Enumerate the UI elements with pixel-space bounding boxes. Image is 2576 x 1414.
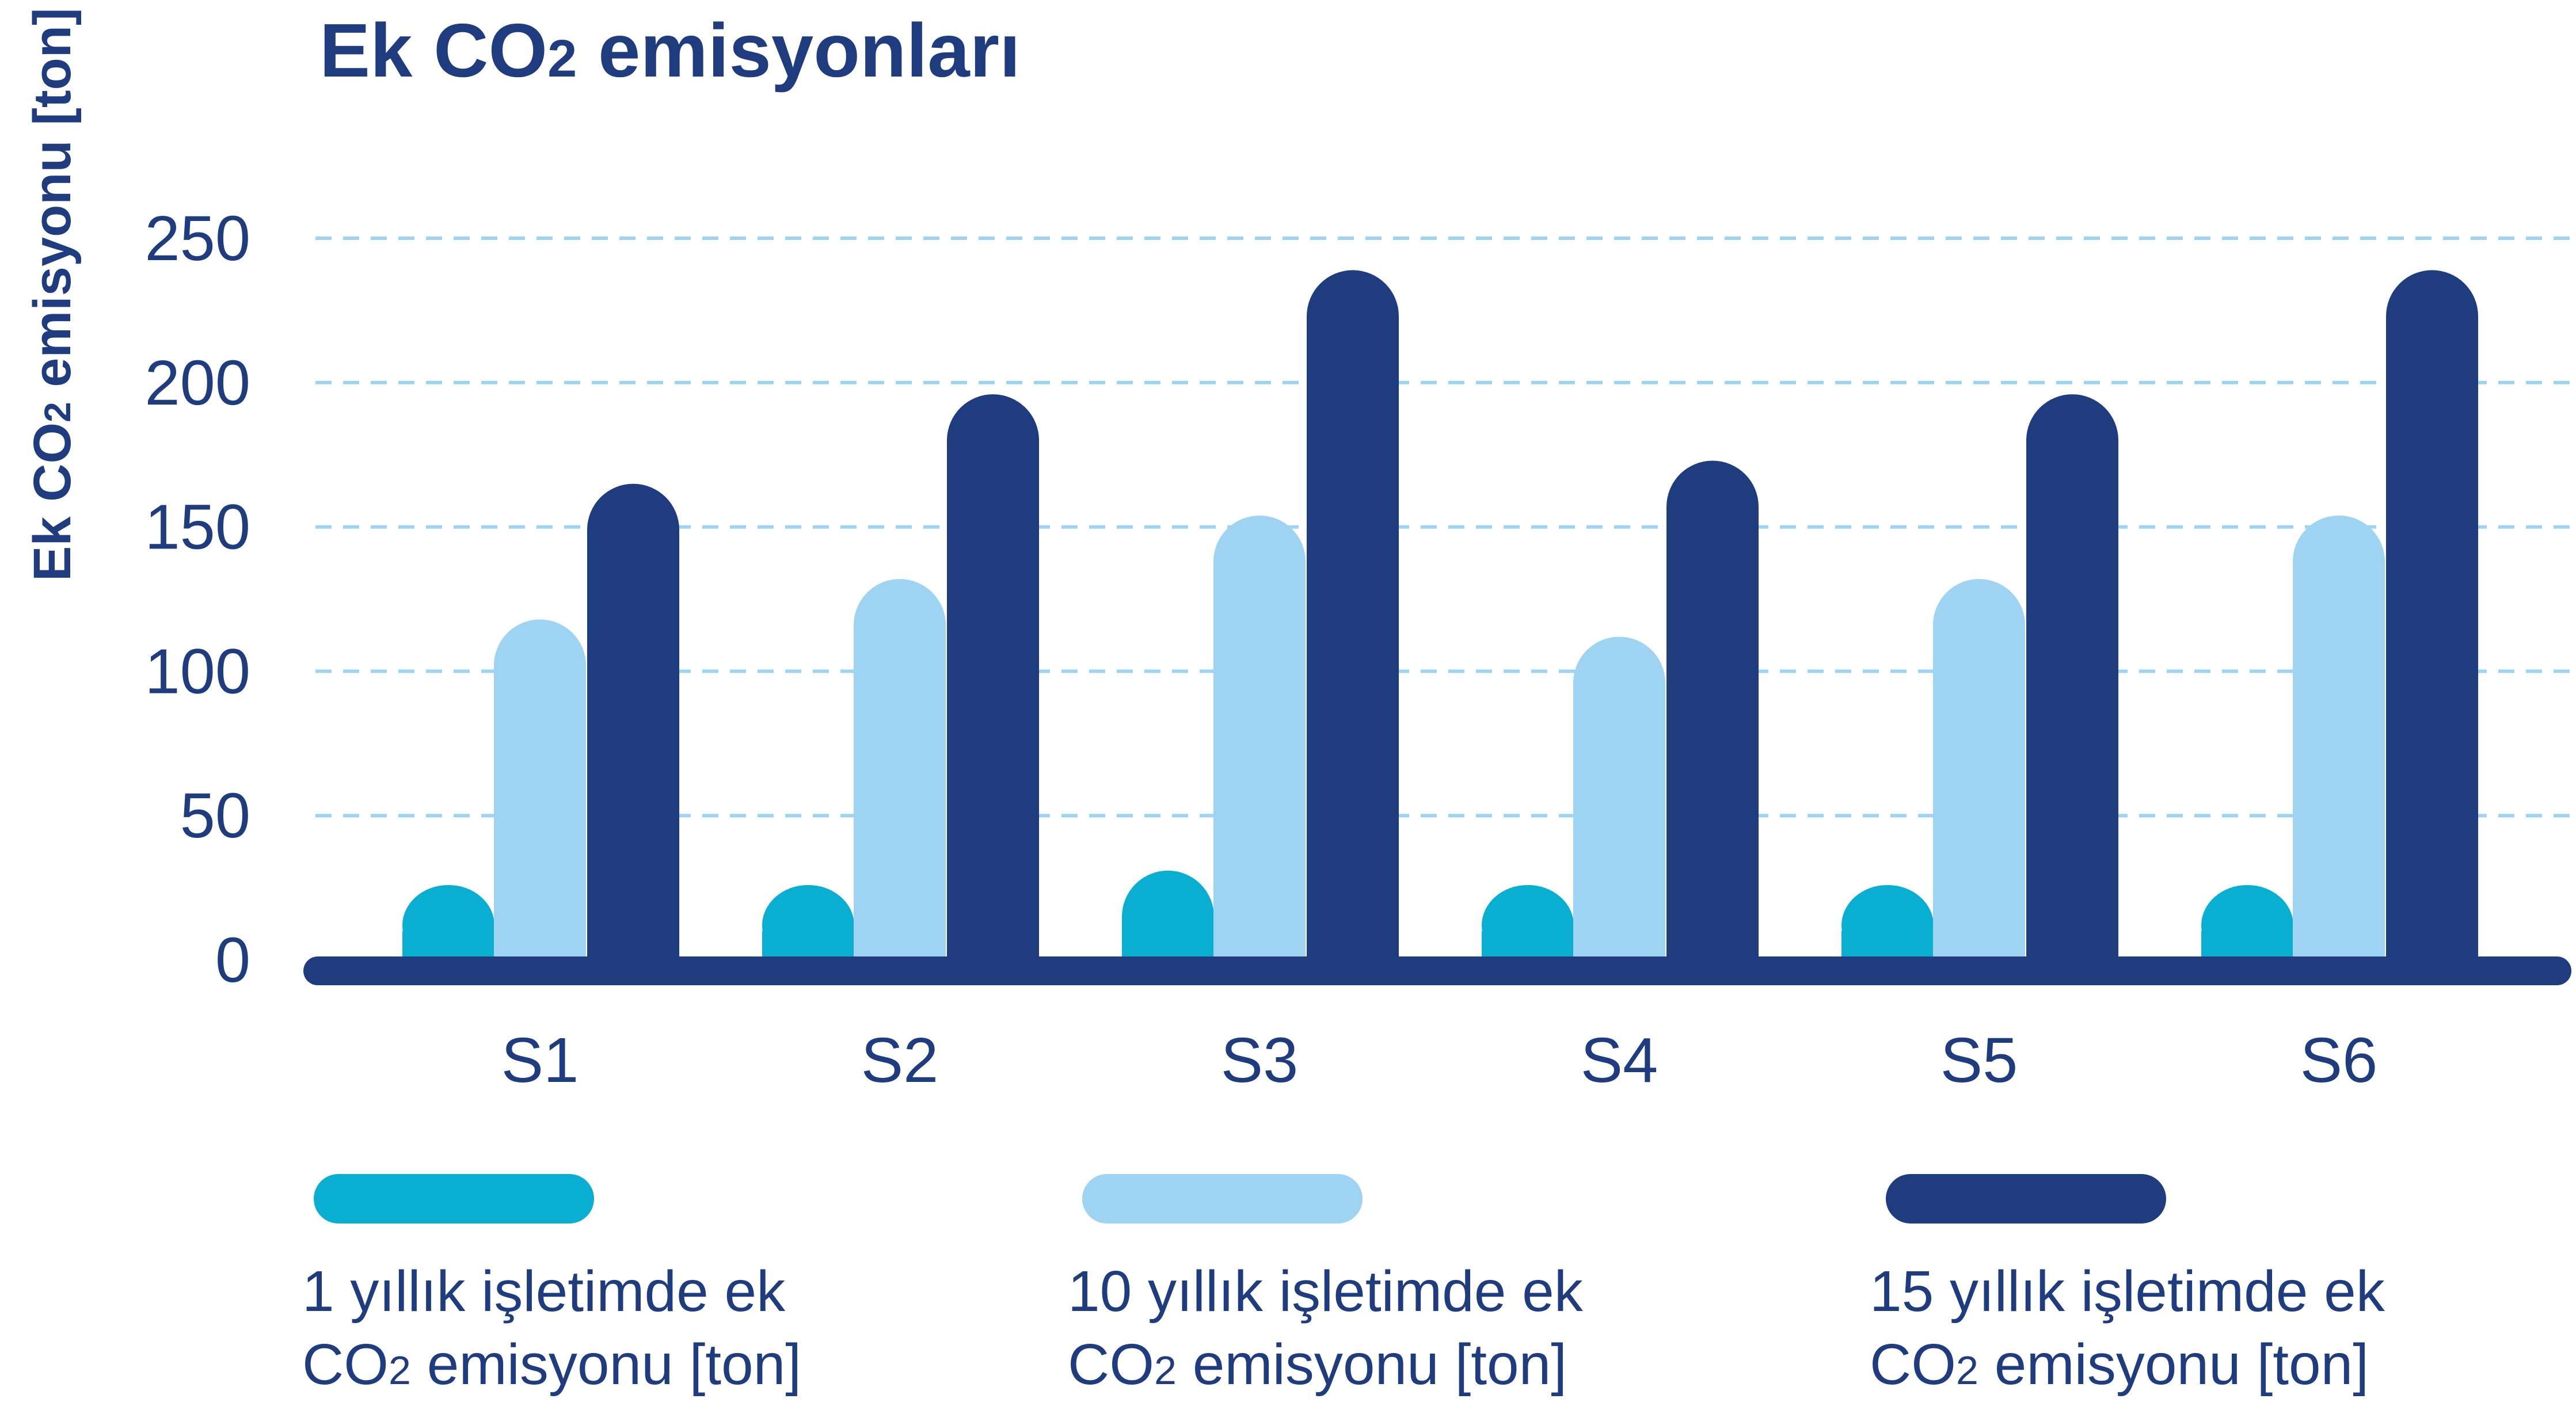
bar-S6-series-3 xyxy=(2386,270,2478,966)
y-tick-label-0: 0 xyxy=(215,925,250,996)
x-tick-label-S3: S3 xyxy=(1221,1025,1299,1096)
legend: 1 yıllık işletimde ek CO2 emisyonu [ton]… xyxy=(302,1174,2385,1397)
bar-S1-series-2 xyxy=(494,619,586,966)
legend-3-co: CO xyxy=(1870,1332,1956,1397)
legend-label-1-line2: CO2 emisyonu [ton] xyxy=(302,1332,801,1397)
legend-label-1-line1: 1 yıllık işletimde ek xyxy=(302,1259,786,1324)
legend-2-co: CO xyxy=(1068,1332,1154,1397)
bar-base-S2-series-3 xyxy=(947,902,1039,966)
legend-swatch-1 xyxy=(314,1174,594,1224)
bar-base-S2-series-2 xyxy=(854,902,946,966)
legend-2-tail: emisyonu [ton] xyxy=(1177,1332,1567,1397)
x-tick-label-S2: S2 xyxy=(861,1025,939,1096)
x-tick-label-S4: S4 xyxy=(1581,1025,1658,1096)
bar-base-S1-series-3 xyxy=(587,902,679,966)
bar-base-S3-series-2 xyxy=(1213,902,1306,966)
x-tick-labels: S1 S2 S3 S4 S5 S6 xyxy=(501,1025,2378,1096)
y-axis-label-tail: emisyonu [ton] xyxy=(23,7,82,402)
y-axis-label-main: Ek CO xyxy=(23,422,82,581)
bar-S6-series-2 xyxy=(2293,515,2385,966)
bar-base-S4-series-3 xyxy=(1666,902,1759,966)
bar-base-S1-series-2 xyxy=(494,902,586,966)
bar-base-S4-series-2 xyxy=(1573,902,1665,966)
x-tick-label-S5: S5 xyxy=(1940,1025,2018,1096)
legend-2-sub: 2 xyxy=(1154,1348,1177,1393)
chart-title: Ek CO2 emisyonları xyxy=(319,8,1021,93)
grid-lines xyxy=(315,237,2570,818)
y-axis-label-sub: 2 xyxy=(37,402,78,422)
y-tick-labels: 0 50 100 150 200 250 xyxy=(144,203,250,996)
x-tick-label-S1: S1 xyxy=(501,1025,579,1096)
legend-label-3-line1: 15 yıllık işletimde ek xyxy=(1870,1259,2385,1324)
x-axis-line xyxy=(303,956,2571,985)
legend-1-tail: emisyonu [ton] xyxy=(411,1332,801,1397)
bar-S2-series-2 xyxy=(854,579,946,966)
bar-base-S5-series-2 xyxy=(1933,902,2025,966)
bar-base-S5-series-3 xyxy=(2026,902,2118,966)
legend-3-sub: 2 xyxy=(1956,1348,1978,1393)
bar-S1-series-3 xyxy=(587,483,679,966)
legend-3-tail: emisyonu [ton] xyxy=(1978,1332,2369,1397)
legend-swatch-2 xyxy=(1082,1174,1363,1224)
legend-item-2: 10 yıllık işletimde ek CO2 emisyonu [ton… xyxy=(1068,1174,1584,1397)
bar-S3-series-3 xyxy=(1307,270,1399,966)
bar-S5-series-3 xyxy=(2026,394,2118,966)
bar-base-S6-series-3 xyxy=(2386,902,2478,966)
legend-label-2-line2: CO2 emisyonu [ton] xyxy=(1068,1332,1567,1397)
bar-S3-series-2 xyxy=(1213,515,1306,966)
legend-item-3: 15 yıllık işletimde ek CO2 emisyonu [ton… xyxy=(1870,1174,2385,1397)
legend-label-2-line1: 10 yıllık işletimde ek xyxy=(1068,1259,1584,1324)
y-tick-label-150: 150 xyxy=(144,492,250,563)
legend-swatch-3 xyxy=(1886,1174,2166,1224)
bars xyxy=(402,270,2478,966)
bar-S4-series-3 xyxy=(1666,460,1759,966)
chart-title-main: Ek CO xyxy=(319,8,547,93)
bar-S5-series-2 xyxy=(1933,579,2025,966)
x-tick-label-S6: S6 xyxy=(2300,1025,2378,1096)
legend-label-3-line2: CO2 emisyonu [ton] xyxy=(1870,1332,2369,1397)
y-tick-label-250: 250 xyxy=(144,203,250,274)
y-tick-label-50: 50 xyxy=(180,780,250,851)
y-tick-label-200: 200 xyxy=(144,348,250,418)
chart-title-sub: 2 xyxy=(547,29,577,88)
bar-S4-series-2 xyxy=(1573,637,1665,966)
y-axis-label: Ek CO2 emisyonu [ton] xyxy=(23,7,82,581)
bar-base-S6-series-2 xyxy=(2293,902,2385,966)
bar-base-S3-series-3 xyxy=(1307,902,1399,966)
chart-title-tail: emisyonları xyxy=(577,8,1020,93)
bar-S2-series-3 xyxy=(947,394,1039,966)
legend-1-co: CO xyxy=(302,1332,389,1397)
y-tick-label-100: 100 xyxy=(144,636,250,707)
legend-1-sub: 2 xyxy=(389,1348,411,1393)
legend-item-1: 1 yıllık işletimde ek CO2 emisyonu [ton] xyxy=(302,1174,801,1397)
